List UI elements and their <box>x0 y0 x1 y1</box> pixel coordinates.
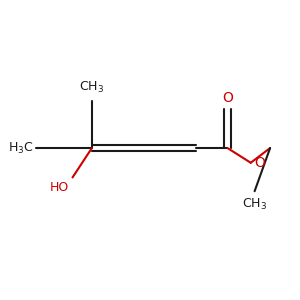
Text: $\mathregular{H_3C}$: $\mathregular{H_3C}$ <box>8 140 34 156</box>
Text: O: O <box>222 91 233 105</box>
Text: O: O <box>255 156 266 170</box>
Text: $\mathregular{CH_3}$: $\mathregular{CH_3}$ <box>79 80 104 95</box>
Text: HO: HO <box>50 182 69 194</box>
Text: $\mathregular{CH_3}$: $\mathregular{CH_3}$ <box>242 197 267 212</box>
